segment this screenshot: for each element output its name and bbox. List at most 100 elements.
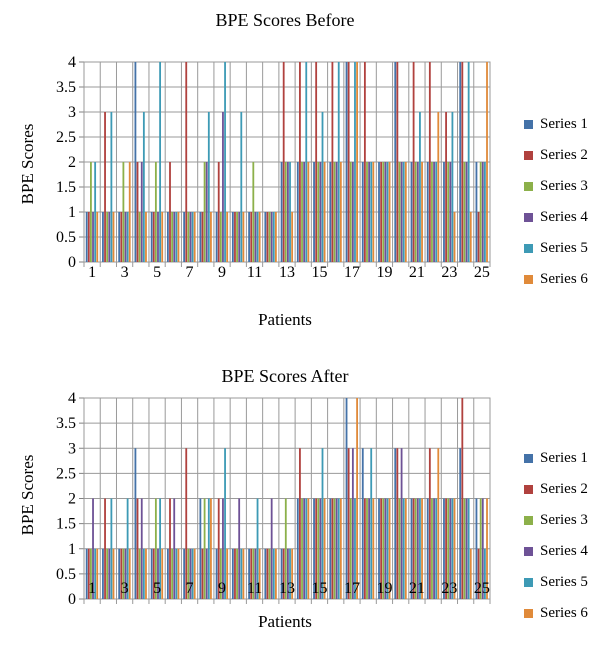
bar (414, 498, 417, 599)
y-tick-label: 3.5 (56, 415, 76, 432)
bar (177, 212, 180, 262)
bar (372, 498, 375, 599)
bar (252, 548, 255, 599)
bar (426, 162, 429, 262)
bar (280, 162, 283, 262)
bar (394, 62, 397, 262)
x-tick-label: 7 (186, 580, 194, 597)
legend-label: Series 6 (540, 271, 588, 287)
bar (337, 498, 340, 599)
bar (467, 62, 470, 262)
chart-after-x-axis-label: Patients (258, 612, 312, 631)
chart-before-svg: 00.511.522.533.541 3 5 7 9 11 13 15 17 19 21 23 25 (56, 54, 491, 281)
bar (412, 498, 415, 599)
bar (459, 62, 462, 262)
bar (363, 498, 366, 599)
bar (426, 498, 429, 599)
bar (94, 162, 97, 262)
bar (169, 162, 171, 262)
bar (289, 548, 291, 599)
bar (242, 548, 245, 599)
legend-label: Series 1 (540, 116, 588, 132)
bar (126, 212, 129, 262)
bar (199, 212, 202, 262)
x-tick-label: 21 (409, 580, 425, 597)
bar (106, 212, 109, 262)
bar (349, 162, 352, 262)
bar (313, 162, 315, 262)
bar (173, 498, 176, 599)
y-tick-label: 2 (68, 491, 76, 508)
bar (404, 162, 407, 262)
bar (138, 548, 141, 599)
bar (210, 498, 212, 599)
bar (118, 212, 121, 262)
bar (291, 212, 294, 262)
chart-before-panel: 0 0.5 1 1.5 2 2.5 3 3.5 4 1 3 5 7 9 11 13 15 17 19 21 23 25 B… (18, 10, 588, 329)
y-tick-label: 2 (68, 154, 76, 171)
bar (378, 162, 380, 262)
legend-swatch (524, 454, 533, 463)
legend-swatch (524, 578, 533, 587)
y-tick-label: 4 (68, 54, 76, 71)
bar (463, 498, 466, 599)
x-tick-label: 17 (344, 580, 360, 597)
bar (154, 498, 157, 599)
bar (354, 498, 356, 599)
bar (398, 162, 401, 262)
bar (287, 548, 289, 599)
legend-item: Series 4 (524, 536, 588, 567)
legend-item: Series 2 (524, 474, 588, 505)
bar (224, 62, 226, 262)
legend-swatch (524, 485, 533, 494)
bar (303, 162, 306, 262)
bar (329, 498, 332, 599)
bar (238, 212, 241, 262)
x-tick-label: 9 (218, 264, 226, 281)
bar (207, 498, 210, 599)
bar (475, 162, 478, 262)
bar (291, 548, 294, 599)
bar (248, 548, 250, 599)
legend-item: Series 3 (524, 505, 588, 536)
bar (402, 498, 405, 599)
bar (254, 548, 257, 599)
bar (296, 162, 299, 262)
bar (152, 212, 155, 262)
bar (191, 212, 194, 262)
bar (435, 162, 438, 262)
bar (453, 498, 456, 599)
bar (258, 212, 261, 262)
bar (351, 448, 354, 599)
bar (112, 548, 115, 599)
bar (87, 548, 90, 599)
bar (461, 398, 464, 599)
chart-after-y-axis-label: BPE Scores (18, 454, 37, 536)
bar (136, 498, 139, 599)
bar (185, 448, 188, 599)
bar (366, 498, 368, 599)
bar (305, 498, 308, 599)
bar (266, 548, 269, 599)
bar (479, 498, 482, 599)
bar (258, 548, 261, 599)
x-tick-label: 21 (409, 264, 425, 281)
x-tick-label: 19 (376, 580, 392, 597)
bar (120, 212, 123, 262)
bar (250, 212, 253, 262)
bar (150, 548, 153, 599)
bar (382, 162, 385, 262)
bar (337, 62, 340, 262)
y-tick-label: 0 (68, 591, 76, 608)
bar (231, 548, 234, 599)
bar (378, 498, 380, 599)
bar (469, 212, 472, 262)
bar (323, 162, 326, 262)
bar (102, 212, 104, 262)
bar (483, 548, 486, 599)
bar (145, 212, 147, 262)
x-tick-label: 1 (88, 264, 96, 281)
bar (335, 498, 338, 599)
x-tick-label: 23 (441, 580, 457, 597)
bar (404, 498, 407, 599)
